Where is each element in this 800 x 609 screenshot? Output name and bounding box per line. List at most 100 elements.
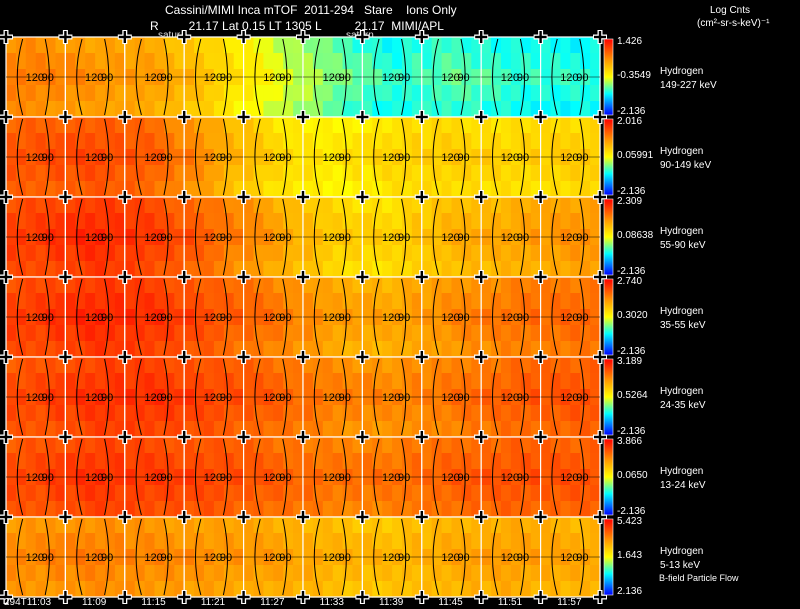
- heatmap-cell: [560, 405, 571, 422]
- heatmap-cell: [65, 149, 76, 166]
- heatmap-cell: [35, 421, 47, 438]
- heatmap-cell: [421, 373, 433, 390]
- heatmap-cell: [352, 117, 363, 134]
- heatmap-cell: [471, 101, 482, 118]
- color-scale-max: 2.016: [617, 116, 643, 127]
- color-scale-bar: [603, 118, 614, 196]
- heatmap-cell: [461, 453, 472, 470]
- heatmap-cell: [451, 517, 462, 534]
- heatmap-cell: [322, 229, 334, 246]
- heatmap-cell: [263, 517, 274, 534]
- heatmap-cell: [540, 277, 552, 294]
- heatmap-cell: [372, 69, 383, 86]
- heatmap-cell: [75, 133, 86, 150]
- heatmap-cell: [25, 549, 37, 566]
- species-label: Hydrogen: [660, 66, 704, 77]
- heatmap-cell: [293, 389, 304, 406]
- heatmap-cell: [213, 85, 225, 102]
- heatmap-cell: [481, 245, 492, 262]
- heatmap-cell: [164, 565, 175, 582]
- contour-label-120: 120: [204, 552, 222, 564]
- contour-label-90: 90: [576, 312, 588, 324]
- heatmap-cell: [174, 101, 185, 118]
- heatmap-cell: [530, 69, 542, 86]
- heatmap-cell: [25, 53, 37, 70]
- heatmap-cell: [174, 133, 185, 150]
- heatmap-cell: [352, 421, 363, 438]
- heatmap-cell: [45, 485, 57, 502]
- heatmap-cell: [15, 549, 27, 566]
- heatmap-cell: [253, 213, 264, 230]
- heatmap-cell: [431, 245, 443, 262]
- heatmap-cell: [204, 197, 215, 214]
- contour-label-120: 120: [263, 232, 281, 244]
- heatmap-cell: [184, 341, 195, 358]
- heatmap-cell: [481, 453, 492, 470]
- heatmap-cell: [223, 245, 235, 262]
- heatmap-cell: [461, 293, 472, 310]
- heatmap-cell: [570, 309, 581, 326]
- heatmap-cell: [184, 293, 195, 310]
- heatmap-cell: [580, 117, 591, 134]
- heatmap-cell: [441, 181, 453, 198]
- heatmap-cell: [560, 517, 571, 534]
- heatmap-cell: [154, 69, 165, 86]
- heatmap-cell: [65, 389, 76, 406]
- heatmap-cell: [491, 165, 502, 182]
- heatmap-cell: [25, 517, 37, 534]
- heatmap-cell: [590, 469, 601, 486]
- heatmap-cell: [95, 453, 106, 470]
- heatmap-cell: [204, 501, 215, 518]
- heatmap-cell: [540, 53, 552, 70]
- heatmap-cell: [501, 197, 512, 214]
- cross-marker: [123, 351, 126, 363]
- heatmap-cell: [55, 69, 66, 86]
- heatmap-cell: [154, 533, 165, 550]
- heatmap-cell: [273, 53, 284, 70]
- heatmap-cell: [411, 469, 423, 486]
- heatmap-cell: [570, 261, 581, 278]
- heatmap-cell: [580, 549, 591, 566]
- heatmap-cell: [411, 85, 423, 102]
- heatmap-cell: [233, 565, 245, 582]
- heatmap-cell: [481, 421, 492, 438]
- contour-label-120: 120: [382, 232, 400, 244]
- cross-marker: [4, 511, 8, 523]
- heatmap-cell: [491, 53, 502, 70]
- heatmap-cell: [491, 325, 502, 342]
- heatmap-cell: [85, 149, 96, 166]
- heatmap-cell: [560, 53, 571, 70]
- heatmap-cell: [45, 517, 57, 534]
- heatmap-cell: [303, 181, 314, 198]
- heatmap-cell: [540, 133, 552, 150]
- heatmap-cell: [451, 357, 462, 374]
- heatmap-cell: [402, 101, 413, 118]
- heatmap-cell: [342, 453, 354, 470]
- heatmap-cell: [124, 341, 136, 358]
- heatmap-cell: [402, 261, 413, 278]
- heatmap-cell: [590, 69, 601, 86]
- heatmap-cell: [540, 469, 552, 486]
- heatmap-cell: [114, 357, 126, 374]
- heatmap-cell: [114, 53, 126, 70]
- heatmap-cell: [164, 197, 175, 214]
- heatmap-cell: [540, 101, 552, 118]
- heatmap-cell: [570, 245, 581, 262]
- heatmap-cell: [382, 581, 393, 598]
- heatmap-cell: [580, 389, 591, 406]
- heatmap-cell: [223, 309, 235, 326]
- heatmap-cell: [134, 565, 146, 582]
- heatmap-cell: [382, 117, 393, 134]
- heatmap-cell: [332, 501, 344, 518]
- heatmap-cell: [332, 469, 344, 486]
- heatmap-cell: [174, 293, 185, 310]
- heatmap-cell: [164, 53, 175, 70]
- cross-marker: [242, 191, 245, 203]
- heatmap-cell: [25, 197, 37, 214]
- heatmap-cell: [342, 149, 354, 166]
- color-scale-mid: 0.0650: [617, 470, 648, 481]
